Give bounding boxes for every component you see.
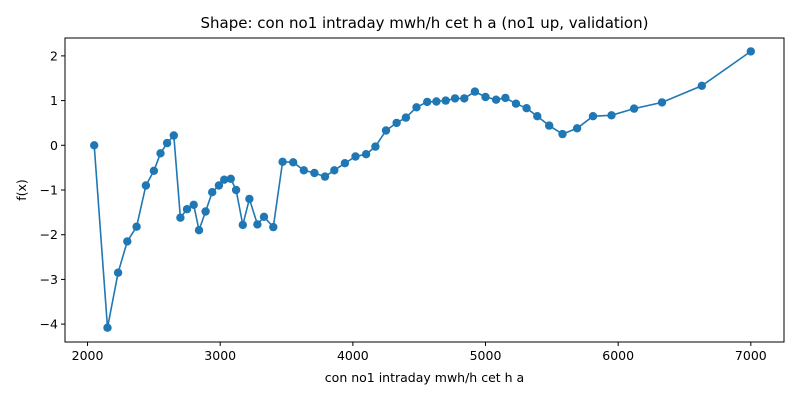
data-point [340,159,350,168]
data-point [351,152,360,161]
data-point [149,166,159,175]
data-point [269,222,278,232]
data-point [299,166,308,175]
data-point [278,157,287,166]
data-point [401,113,411,122]
y-axis: −4 −3 −2 −1 0 1 2 [40,48,65,332]
data-point [132,222,141,231]
data-point [491,95,501,104]
data-point [371,142,380,151]
y-tick-label: −2 [40,227,58,242]
series-points [90,47,755,332]
x-tick-label: 2000 [72,348,104,363]
data-point [194,226,204,235]
data-point [441,96,450,105]
data-point [330,166,339,175]
data-point [226,174,235,183]
data-point [220,175,229,184]
data-point [103,323,112,332]
data-point [657,98,667,107]
data-point [208,188,217,197]
y-tick-label: −1 [40,183,58,198]
data-point [156,149,165,158]
data-point [450,94,460,103]
data-point [629,104,639,113]
series-line [93,50,752,328]
data-point [320,172,330,181]
data-point [182,205,192,214]
y-tick-label: −4 [40,317,58,332]
y-tick-label: −3 [40,272,58,287]
data-point [245,194,254,204]
data-point [189,200,198,209]
y-axis-label: f(x) [14,179,29,201]
data-point [201,207,210,216]
data-point [481,92,490,102]
x-tick-label: 3000 [204,348,236,363]
x-tick-label: 5000 [470,348,502,363]
data-point [533,112,542,121]
data-point [511,99,521,108]
data-point [572,124,582,133]
data-point [412,103,421,112]
x-axis: 2000 3000 4000 5000 6000 7000 [72,342,767,363]
data-point [501,93,510,103]
data-point [162,138,172,148]
x-tick-label: 6000 [602,348,634,363]
data-point [238,220,247,230]
data-point [522,104,531,113]
data-point [470,87,480,96]
x-tick-label: 4000 [337,348,369,363]
chart-title: Shape: con no1 intraday mwh/h cet h a (n… [201,14,649,32]
data-point [392,118,401,128]
data-point [141,181,151,190]
y-tick-label: 2 [50,48,58,63]
data-point [310,168,319,178]
data-point [460,94,469,103]
data-point [558,129,567,139]
data-point [545,121,554,130]
data-point [746,47,755,56]
x-axis-label: con no1 intraday mwh/h cet h a [325,370,524,385]
data-point [231,185,241,195]
data-point [90,141,99,150]
y-tick-label: 1 [50,93,58,108]
data-point [123,237,132,246]
data-point [423,97,432,107]
data-point [607,111,616,120]
data-point [432,97,441,106]
data-point [176,213,185,222]
data-point [588,112,598,121]
data-point [259,212,269,221]
plot-frame [64,37,785,343]
x-tick-label: 7000 [735,348,767,363]
data-point [381,126,391,135]
data-point [169,131,178,140]
data-point [253,220,262,229]
data-point [697,81,706,91]
data-point [113,268,123,277]
data-point [361,150,371,159]
data-point [214,181,224,190]
y-tick-label: 0 [50,138,58,153]
data-point [289,158,298,167]
